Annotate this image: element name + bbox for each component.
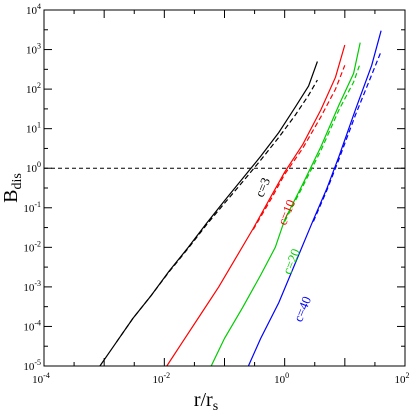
x-tick-exponent: -4 (43, 371, 50, 380)
y-tick-base: 10 (26, 5, 38, 17)
y-tick-label: 10-4 (23, 318, 41, 333)
y-tick-base: 10 (26, 163, 38, 175)
y-tick-base: 10 (23, 242, 35, 254)
series-group (99, 30, 382, 367)
series-line-dashed (312, 51, 382, 222)
y-tick-label: 10-2 (23, 239, 41, 254)
tick-marks (43, 9, 406, 367)
y-tick-base: 10 (26, 45, 38, 57)
y-tick-base: 10 (26, 124, 38, 136)
y-axis-title: Bdis (0, 173, 25, 203)
y-tick-exponent: -5 (34, 358, 41, 367)
x-tick-base: 10 (152, 374, 164, 386)
x-axis-title-sub: s (213, 399, 218, 410)
curve-label: c=10 (274, 197, 298, 227)
y-tick-exponent: 3 (37, 42, 41, 51)
x-tick-label: 100 (274, 371, 289, 386)
curve-label: c=40 (290, 294, 314, 324)
series-line-dashed (115, 79, 318, 343)
y-axis-title-sub: dis (10, 173, 25, 189)
x-tick-label: 10-2 (152, 371, 170, 386)
x-axis-title: r/rs (194, 389, 218, 410)
y-tick-label: 10-3 (23, 279, 41, 294)
y-tick-exponent: 4 (37, 2, 41, 11)
x-axis-title-main: r/r (194, 389, 213, 410)
x-tick-exponent: -2 (163, 371, 170, 380)
y-tick-exponent: -3 (34, 279, 41, 288)
x-tick-exponent: 2 (406, 371, 410, 380)
y-tick-exponent: 0 (37, 160, 41, 169)
y-tick-label: 10-1 (23, 200, 41, 215)
plot-frame (43, 9, 406, 367)
series-line-dashed (284, 63, 361, 222)
x-tick-base: 10 (274, 374, 286, 386)
y-tick-base: 10 (26, 84, 38, 96)
y-tick-exponent: -4 (34, 318, 41, 327)
y-axis-title-main: B (0, 190, 22, 203)
curve-labels: c=3c=10 c=20 c=40 (252, 175, 314, 324)
series-line-solid (210, 42, 361, 367)
series-line-solid (247, 30, 382, 367)
x-tick-base: 10 (395, 374, 407, 386)
series-line-dashed (252, 65, 346, 230)
y-tick-base: 10 (23, 321, 35, 333)
y-tick-base: 10 (23, 203, 35, 215)
y-tick-label: 10-5 (23, 358, 41, 373)
y-tick-exponent: 1 (37, 121, 41, 130)
y-tick-label: 100 (26, 160, 41, 175)
y-tick-label: 103 (26, 42, 41, 57)
x-tick-label: 10-4 (32, 371, 50, 386)
y-tick-base: 10 (23, 361, 35, 373)
y-tick-label: 104 (26, 2, 41, 17)
x-tick-base: 10 (32, 374, 44, 386)
y-tick-label: 102 (26, 81, 41, 96)
y-tick-base: 10 (23, 282, 35, 294)
y-tick-exponent: 2 (37, 81, 41, 90)
curve-label: c=3 (252, 175, 273, 199)
x-tick-labels: 10-4 10-2 100 102 (32, 371, 409, 386)
curve-label: c=20 (279, 247, 303, 277)
series-line-solid (166, 44, 346, 367)
x-tick-exponent: 0 (285, 371, 289, 380)
y-tick-label: 101 (26, 121, 41, 136)
y-tick-exponent: -1 (34, 200, 41, 209)
y-tick-exponent: -2 (34, 239, 41, 248)
x-tick-label: 102 (395, 371, 410, 386)
